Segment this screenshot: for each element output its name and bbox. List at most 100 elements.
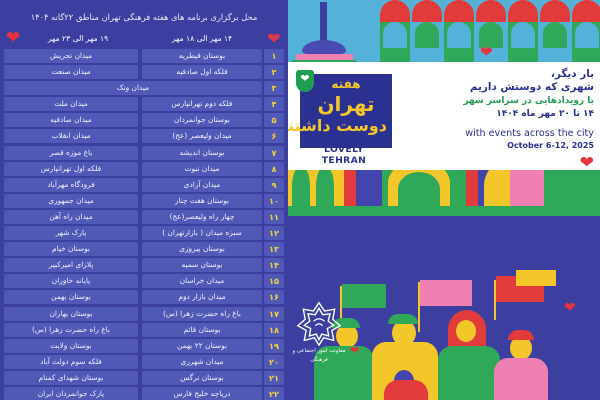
- row-venue-period-a: فلکه دوم تهرانپارس: [142, 97, 262, 112]
- municipality-line-2: فرهنگی: [310, 357, 328, 363]
- row-venue-period-b: باغ موزه قصر: [4, 145, 138, 160]
- table-row: ۶ میدان ولیعصر (عج) میدان انقلاب: [4, 129, 284, 144]
- table-row: ۱ بوستان قیطریه میدان تجریش: [4, 49, 284, 64]
- row-venue-period-a: دریاچه خلیج فارس: [142, 386, 262, 400]
- row-venue-period-a: بوستان سمیه: [142, 258, 262, 273]
- table-row: ۴ فلکه دوم تهرانپارس میدان ملت: [4, 97, 284, 112]
- row-venue-period-a: چهار راه ولیعصر(عج): [142, 209, 262, 224]
- schedule-panel: محل برگزاری برنامه های هفته فرهنگی تهران…: [0, 0, 288, 400]
- column-header-number-label: ردیف: [269, 35, 279, 40]
- logo-line-2: تهران: [317, 92, 376, 116]
- row-number: ۱۱: [264, 209, 284, 224]
- row-number: ۳: [264, 81, 284, 96]
- row-number: ۲۲: [264, 386, 284, 400]
- municipality-line-1: معاونت امور اجتماعی و: [292, 348, 346, 354]
- row-number: ۱۹: [264, 338, 284, 353]
- row-venue-period-b: میدان انقلاب: [4, 129, 138, 144]
- promo-en-line-1: with events across the city: [465, 128, 594, 139]
- row-venue-period-b: فلکه سوم دولت آباد: [4, 354, 138, 369]
- lovely-tehran-logo: ❤ هفته تهران دوست داشتنی LOVELY TEHRAN: [288, 70, 392, 166]
- municipality-logo: معاونت امور اجتماعی و فرهنگی: [290, 300, 348, 396]
- row-number: ۴: [264, 97, 284, 112]
- table-row: ۹ میدان آزادی فرودگاه مهرآباد: [4, 177, 284, 193]
- row-venue-period-b: بوستان بهاران: [4, 306, 138, 321]
- table-row: ۱۳ بوستان پیروزی بوستان خیام: [4, 242, 284, 257]
- row-venue-period-b: پلازای امیرکبیر: [4, 258, 138, 273]
- row-venue-period-a: بوستان جوانمردان: [142, 113, 262, 128]
- row-venue-period-a: میدان شهرری: [142, 354, 262, 369]
- table-row: ۱۱ چهار راه ولیعصر(عج) میدان راه آهن: [4, 209, 284, 225]
- promo-fa-line-2: شهری که دوستش داریم: [469, 81, 594, 93]
- table-row: ۱۵ میدان خراسان پایانه خاوران: [4, 274, 284, 289]
- row-number: ۲۰: [264, 354, 284, 369]
- tehran-municipality-emblem-icon: [296, 301, 342, 346]
- row-number: ۱۳: [264, 242, 284, 257]
- table-row: ۱۰ بوستان هفت چنار میدان جمهوری: [4, 193, 284, 209]
- row-venue-period-a: میدان خراسان: [142, 274, 262, 289]
- row-venue-period-b: بوستان ولایت: [4, 338, 138, 353]
- row-number: ۱۵: [264, 274, 284, 289]
- table-row: ۷ بوستان اندیشه باغ موزه قصر: [4, 145, 284, 161]
- promo-fa-line-1: بار دیگر،: [550, 68, 594, 80]
- heart-icon: ❤: [6, 28, 21, 48]
- row-venue-period-b: میدان تجریش: [4, 49, 138, 63]
- row-venue-merged: میدان ونک: [4, 81, 262, 96]
- row-venue-period-a: میدان آزادی: [142, 177, 262, 192]
- row-number: ۱۶: [264, 290, 284, 305]
- table-row: ۱۷ باغ راه حضرت زهرا (س) بوستان بهاران: [4, 306, 284, 322]
- heart-icon: ❤: [350, 344, 360, 357]
- row-venue-period-b: فرودگاه مهرآباد: [4, 177, 138, 192]
- row-venue-period-b: فلکه اول تهرانپارس: [4, 161, 138, 176]
- row-venue-period-b: بوستان شهدای کمنام: [4, 370, 138, 385]
- row-venue-period-a: بوستان نرگس: [142, 370, 262, 385]
- row-venue-period-a: بوستان قائم: [142, 322, 262, 337]
- heart-icon: ❤: [480, 43, 493, 61]
- table-body: ۱ بوستان قیطریه میدان تجریش ۲ فلکه اول صادقی…: [4, 49, 284, 400]
- row-venue-period-a: میدان بازار دوم: [142, 290, 262, 305]
- row-number: ۱: [264, 49, 284, 63]
- table-row: ۲۰ میدان شهرری فلکه سوم دولت آباد: [4, 354, 284, 370]
- row-venue-period-b: میدان ملت: [4, 97, 138, 112]
- column-header-number: ❤ ردیف: [264, 29, 284, 48]
- column-header-period-a: ۱۴ مهر الی ۱۸ مهر: [171, 34, 233, 43]
- table-row: ۸ میدان نبوت فلکه اول تهرانپارس: [4, 161, 284, 177]
- row-venue-period-b: میدان جمهوری: [4, 193, 138, 208]
- heart-icon: ❤: [564, 300, 576, 316]
- row-venue-period-b: بوستان بهمن: [4, 290, 138, 305]
- promo-text-block: بار دیگر، شهری که دوستش داریم با رویداده…: [398, 68, 594, 151]
- row-venue-period-a: بوستان هفت چنار: [142, 193, 262, 208]
- row-venue-period-b: پایانه خاوران: [4, 274, 138, 289]
- row-venue-period-a: سبزه میدان ( بازارتهران ): [142, 226, 262, 241]
- logo-box: هفته تهران دوست داشتنی: [288, 74, 392, 148]
- table-row: ۱۶ میدان بازار دوم بوستان بهمن: [4, 290, 284, 305]
- table-row: ۲ فلکه اول صادقیه میدان صنعت: [4, 65, 284, 80]
- row-venue-period-a: بوستان پیروزی: [142, 242, 262, 257]
- row-venue-period-b: پارک جوانمردان ایران: [4, 386, 138, 400]
- row-number: ۱۲: [264, 226, 284, 241]
- row-venue-period-a: بوستان قیطریه: [142, 49, 262, 63]
- table-row: ۵ بوستان جوانمردان میدان صادقیه: [4, 113, 284, 128]
- column-header-period-b: ۱۹ مهر الی ۲۳ مهر: [47, 34, 109, 43]
- promo-en-line-2: October 6-12, 2025: [507, 141, 594, 150]
- row-number: ۸: [264, 161, 284, 176]
- table-row: ۱۴ بوستان سمیه پلازای امیرکبیر: [4, 258, 284, 273]
- artwork-panel: ❤ ❤: [288, 0, 600, 400]
- row-number: ۱۰: [264, 193, 284, 208]
- row-number: ۱۷: [264, 306, 284, 321]
- row-venue-period-a: میدان نبوت: [142, 161, 262, 176]
- promo-fa-line-3: با رویدادهایی در سراسر شهر: [463, 96, 594, 106]
- info-card: ❤ هفته تهران دوست داشتنی LOVELY TEHRAN ب…: [288, 62, 600, 173]
- row-venue-period-b: پارک شهر: [4, 226, 138, 241]
- table-header-row: ۱۹ مهر الی ۲۳ مهر ۱۴ مهر الی ۱۸ مهر ❤ رد…: [4, 30, 284, 47]
- logo-english-text: LOVELY TEHRAN: [321, 144, 367, 166]
- heart-badge-icon: ❤: [296, 70, 314, 92]
- table-row: ۲۲ دریاچه خلیج فارس پارک جوانمردان ایران: [4, 386, 284, 400]
- heart-icon: ❤: [267, 29, 281, 48]
- row-number: ۹: [264, 177, 284, 192]
- row-venue-period-a: بوستان اندیشه: [142, 145, 262, 160]
- row-venue-period-b: میدان صنعت: [4, 65, 138, 80]
- table-row: ۱۹ بوستان ۲۲ بهمن بوستان ولایت: [4, 338, 284, 354]
- row-number: ۵: [264, 113, 284, 128]
- heart-icon: ❤: [579, 153, 594, 173]
